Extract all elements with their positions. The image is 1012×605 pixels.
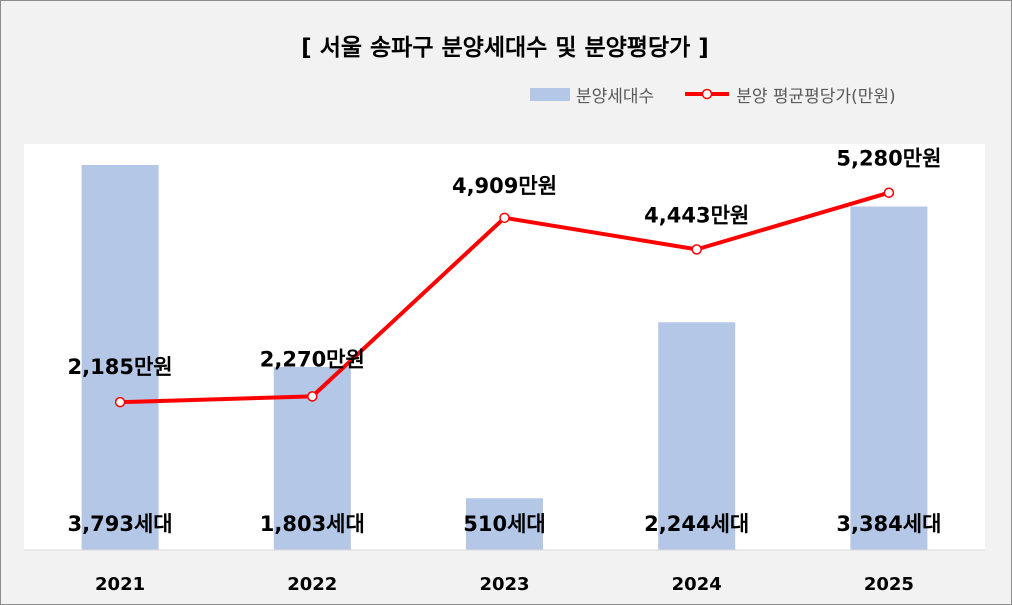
chart-title: [ 서울 송파구 분양세대수 및 분양평당가 ] <box>301 35 709 61</box>
line-data-label: 2,270만원 <box>260 347 365 371</box>
line-data-label: 4,443만원 <box>644 203 749 227</box>
price-point-2025 <box>883 187 895 198</box>
bar-2025 <box>850 206 928 551</box>
bar-data-label: 510세대 <box>463 512 545 536</box>
bar-2023 <box>466 498 543 550</box>
x-tick-label: 2024 <box>672 574 722 595</box>
bar-2024 <box>658 322 736 550</box>
legend-bar-label: 분양세대수 <box>576 86 655 107</box>
price-point-2023 <box>499 212 510 224</box>
bar-data-label: 2,244세대 <box>644 512 749 536</box>
x-tick-label: 2021 <box>95 574 145 595</box>
price-point-2022 <box>307 391 318 402</box>
legend-line-swatch <box>685 88 730 100</box>
line-data-label: 2,185만원 <box>68 355 173 379</box>
bar-data-label: 3,384세대 <box>836 512 941 536</box>
chart-legend: 분양세대수 분양 평균평당가(만원) <box>530 82 896 107</box>
x-tick-label: 2023 <box>479 574 529 595</box>
line-data-label: 4,909만원 <box>452 174 557 198</box>
bar-2021 <box>81 165 159 550</box>
bar-data-label: 3,793세대 <box>68 512 173 536</box>
x-tick-label: 2022 <box>287 574 337 595</box>
x-tick-label: 2025 <box>864 574 914 595</box>
price-point-2024 <box>691 244 702 255</box>
price-point-2021 <box>114 396 126 408</box>
legend-bar-swatch <box>530 87 570 101</box>
bar-data-label: 1,803세대 <box>260 512 365 536</box>
legend-line-label: 분양 평균평당가(만원) <box>736 86 896 107</box>
line-data-label: 5,280만원 <box>836 147 941 171</box>
